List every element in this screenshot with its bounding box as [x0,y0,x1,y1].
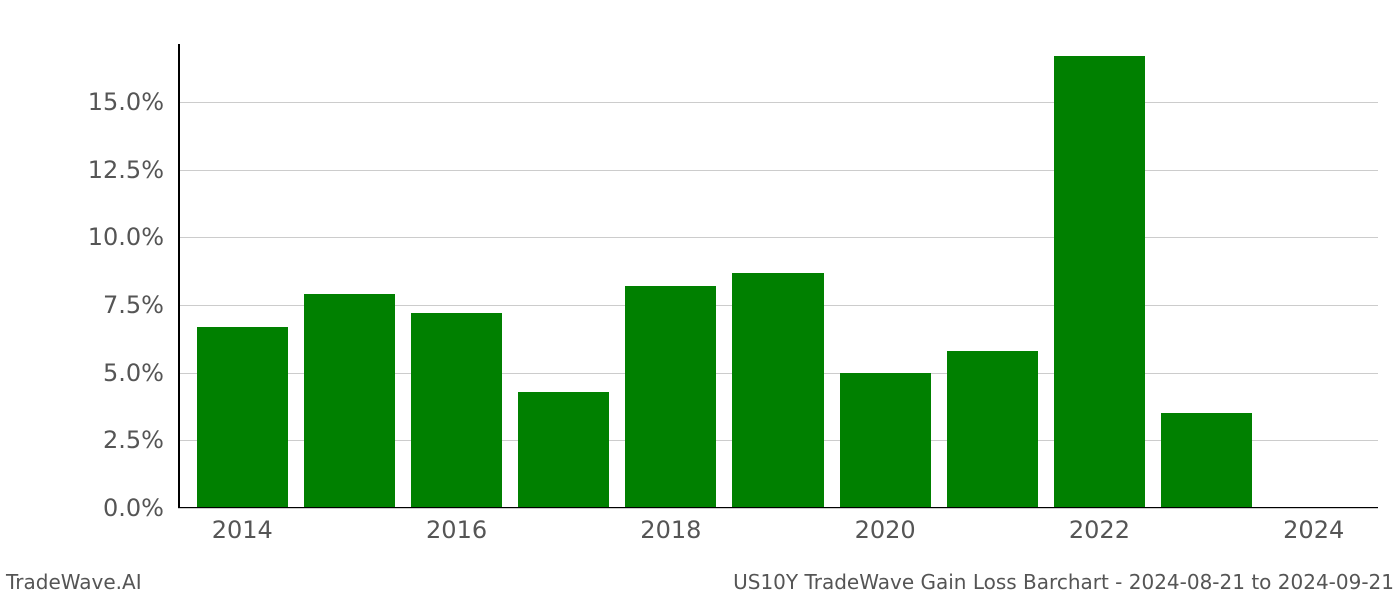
bar [197,327,288,508]
bar [411,313,502,508]
y-tick-label: 0.0% [0,494,164,522]
y-tick-label: 2.5% [0,426,164,454]
bar [1161,413,1252,508]
footer-caption: US10Y TradeWave Gain Loss Barchart - 202… [733,570,1394,594]
bar [625,286,716,508]
chart-plot-area [178,48,1378,508]
x-tick-label: 2020 [855,516,916,544]
x-tick-label: 2022 [1069,516,1130,544]
bar [732,273,823,508]
x-tick-label: 2014 [212,516,273,544]
y-axis-line [178,44,180,508]
x-tick-label: 2024 [1283,516,1344,544]
footer-brand: TradeWave.AI [6,570,142,594]
bar [304,294,395,508]
y-tick-label: 15.0% [0,88,164,116]
grid-line [178,237,1378,238]
bar [518,392,609,508]
grid-line [178,170,1378,171]
grid-line [178,508,1378,509]
x-tick-label: 2016 [426,516,487,544]
grid-line [178,102,1378,103]
bar [947,351,1038,508]
y-tick-label: 7.5% [0,291,164,319]
y-tick-label: 5.0% [0,359,164,387]
y-tick-label: 10.0% [0,223,164,251]
bar [840,373,931,508]
bar [1054,56,1145,508]
x-tick-label: 2018 [640,516,701,544]
y-tick-label: 12.5% [0,156,164,184]
x-axis-line [178,507,1378,509]
